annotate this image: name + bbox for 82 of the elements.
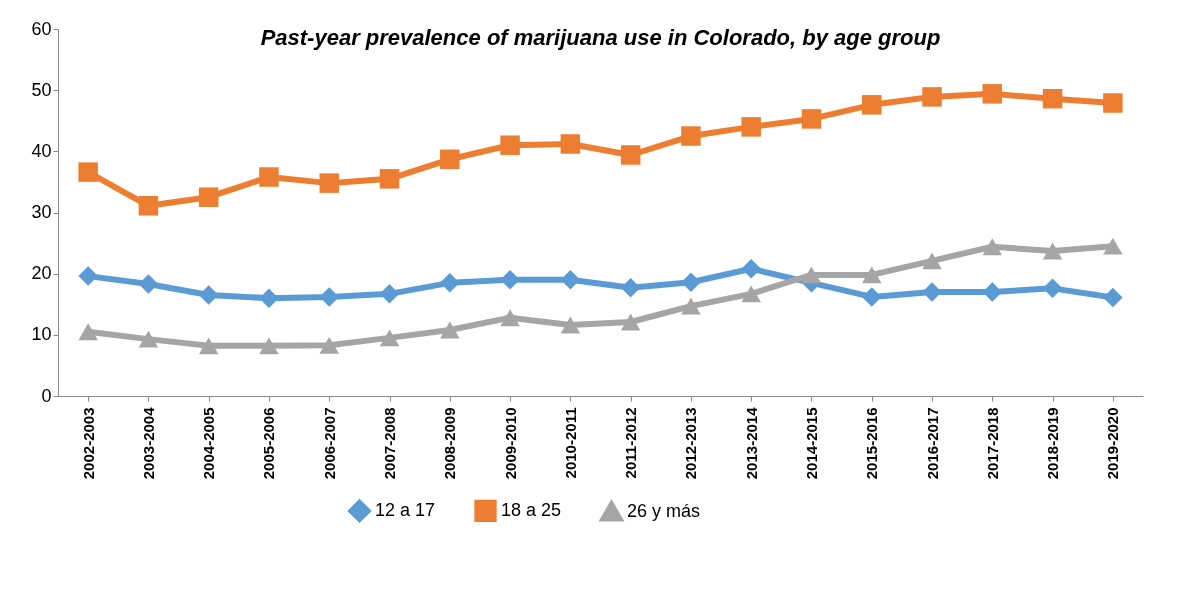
x-tick-label: 2011-2012 [622, 407, 640, 479]
point [319, 336, 339, 354]
point [198, 337, 219, 355]
point [1042, 88, 1063, 109]
point [78, 266, 98, 286]
point [741, 285, 761, 303]
x-tick-label: 2015-2016 [863, 407, 881, 480]
x-tick-label: 2010-2011 [561, 407, 579, 479]
x-tick-label: 2016-2017 [923, 407, 941, 480]
y-tick-label: 50 [31, 79, 52, 100]
point [440, 149, 460, 170]
point [319, 173, 339, 193]
x-tick-label: 2009-2010 [501, 407, 519, 480]
x-tick-label: 2018-2019 [1044, 407, 1062, 480]
point [922, 252, 942, 270]
point [1103, 93, 1123, 113]
point [620, 313, 641, 331]
point [681, 126, 701, 146]
y-tick-label: 30 [31, 202, 52, 222]
y-tick-label: 60 [31, 18, 52, 39]
point [1103, 237, 1123, 255]
point [319, 287, 339, 307]
point [259, 288, 279, 308]
point [1042, 242, 1063, 260]
point [560, 134, 581, 154]
point [620, 277, 641, 298]
x-tick-label: 2019-2020 [1104, 407, 1122, 480]
point [440, 273, 460, 293]
y-tick-label: 0 [41, 385, 52, 406]
x-tick-label: 2014-2015 [802, 407, 820, 480]
point [138, 274, 159, 294]
legend-label: 18 a 25 [501, 499, 562, 520]
x-tick-label: 2017-2018 [983, 407, 1001, 480]
point [741, 117, 761, 137]
x-tick-label: 2005-2006 [260, 407, 278, 480]
y-tick-label: 40 [31, 140, 52, 161]
point [78, 323, 98, 341]
point [620, 145, 641, 165]
x-tick-label: 2002-2003 [79, 407, 97, 480]
point [138, 330, 159, 348]
point [982, 282, 1003, 302]
point [379, 329, 400, 347]
point [259, 167, 279, 187]
point [198, 285, 219, 305]
point [801, 266, 822, 284]
point [982, 84, 1003, 104]
point [560, 316, 581, 334]
legend-label: 26 y más [627, 500, 701, 521]
point [862, 266, 882, 284]
point [801, 109, 822, 129]
point [922, 282, 942, 302]
point [862, 287, 882, 307]
point [259, 337, 279, 355]
x-tick-label: 2008-2009 [441, 407, 459, 480]
legend-label: 12 a 17 [375, 499, 436, 520]
x-tick-label: 2004-2005 [200, 407, 218, 480]
point [440, 321, 460, 339]
point [741, 259, 761, 279]
point [681, 297, 701, 315]
point [198, 187, 219, 207]
point [922, 87, 942, 107]
point [379, 284, 400, 304]
point [560, 270, 581, 290]
chart-title: Past-year prevalence of marijuana use in Colorado, by age group [260, 25, 941, 50]
x-tick-label: 2007-2008 [381, 407, 399, 480]
point [500, 309, 520, 327]
x-tick-label: 2003-2004 [139, 406, 157, 480]
point [982, 238, 1003, 256]
point [78, 162, 98, 182]
point [379, 169, 400, 189]
point [500, 270, 520, 290]
x-tick-label: 2006-2007 [320, 407, 338, 480]
x-tick-label: 2013-2014 [742, 406, 760, 480]
point [681, 272, 701, 292]
point [138, 196, 159, 216]
x-tick-label: 2012-2013 [682, 407, 700, 480]
point [1103, 287, 1123, 308]
point [500, 135, 520, 155]
y-tick-label: 20 [31, 263, 52, 284]
point [862, 95, 882, 115]
y-tick-label: 10 [31, 324, 52, 345]
point [1042, 278, 1063, 299]
